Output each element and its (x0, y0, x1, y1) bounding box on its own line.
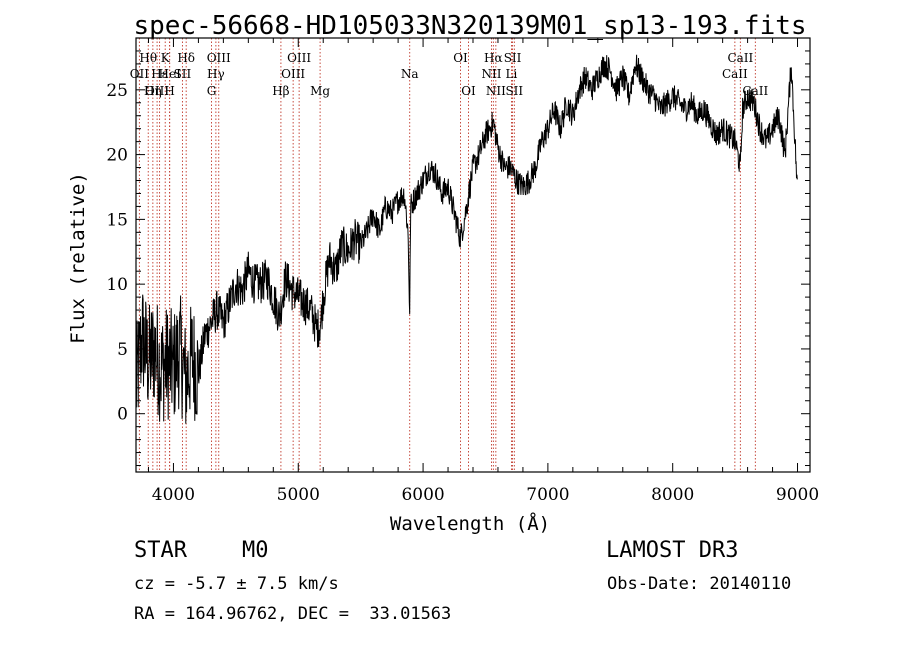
spectral-line-label: Hθ (139, 51, 157, 65)
spectral-line-label: SII (505, 84, 523, 98)
spectral-line-label: OI (461, 84, 476, 98)
spectral-line-label: CaII (722, 67, 748, 81)
spectral-line-label: Hβ (272, 84, 289, 98)
spectral-line-label: Hα (484, 51, 503, 65)
spectral-line-label: NII (481, 67, 501, 81)
spectral-line-label: OIII (145, 84, 169, 98)
x-tick-label: 5000 (277, 485, 320, 505)
spectral-line-label: SII (504, 51, 522, 65)
spectral-line-label: Li (506, 67, 518, 81)
spectral-line-label: OIII (281, 67, 305, 81)
x-tick-label: 7000 (526, 485, 569, 505)
object-subclass: M0 (242, 538, 269, 563)
y-axis-label: Flux (relative) (67, 172, 89, 344)
plot-frame (135, 37, 811, 473)
spectral-line-label: CaII (742, 84, 768, 98)
spectral-line-label: Hδ (177, 51, 195, 65)
spectral-line-label: SII (174, 67, 192, 81)
x-tick-label: 4000 (152, 485, 195, 505)
spectral-line-label: Mg (310, 84, 330, 98)
spectral-line-label: Hγ (207, 67, 225, 81)
spectral-line-label: OIII (287, 51, 311, 65)
spectral-line-label: OI (453, 51, 468, 65)
x-tick-label: 9000 (776, 485, 819, 505)
chart-title: spec-56668-HD105033N320139M01_sp13-193.f… (133, 11, 806, 41)
x-tick-label: 8000 (651, 485, 694, 505)
spectral-line-label: Na (401, 67, 419, 81)
spectrum-line (135, 54, 798, 424)
spectral-line-label: NII (486, 84, 506, 98)
y-tick-label: 5 (117, 340, 128, 360)
spectral-line-label: H (164, 84, 174, 98)
spectral-line-label: Hη (144, 84, 162, 98)
x-axis-label: Wavelength (Å) (390, 512, 550, 535)
spectral-line-label: Hε (151, 67, 168, 81)
y-tick-label: 0 (117, 405, 128, 425)
object-class: STAR (134, 538, 187, 563)
spectral-line-label: K (161, 51, 171, 65)
y-tick-label: 10 (106, 275, 128, 295)
spectral-line-label: G (207, 84, 217, 98)
spectral-line-label: OII (130, 67, 150, 81)
survey-name: LAMOST DR3 (606, 538, 739, 563)
coordinates: RA = 164.96762, DEC = 33.01563 (134, 604, 452, 624)
spectral-line-label: HeI (159, 67, 182, 81)
redshift-velocity: cz = -5.7 ± 7.5 km/s (134, 574, 339, 594)
y-tick-label: 20 (106, 146, 128, 166)
spectral-line-label: CaII (727, 51, 753, 65)
observation-date: Obs-Date: 20140110 (607, 574, 792, 594)
x-tick-label: 6000 (401, 485, 444, 505)
y-tick-label: 25 (106, 81, 128, 101)
y-tick-label: 15 (106, 210, 128, 230)
spectral-line-label: OIII (207, 51, 231, 65)
